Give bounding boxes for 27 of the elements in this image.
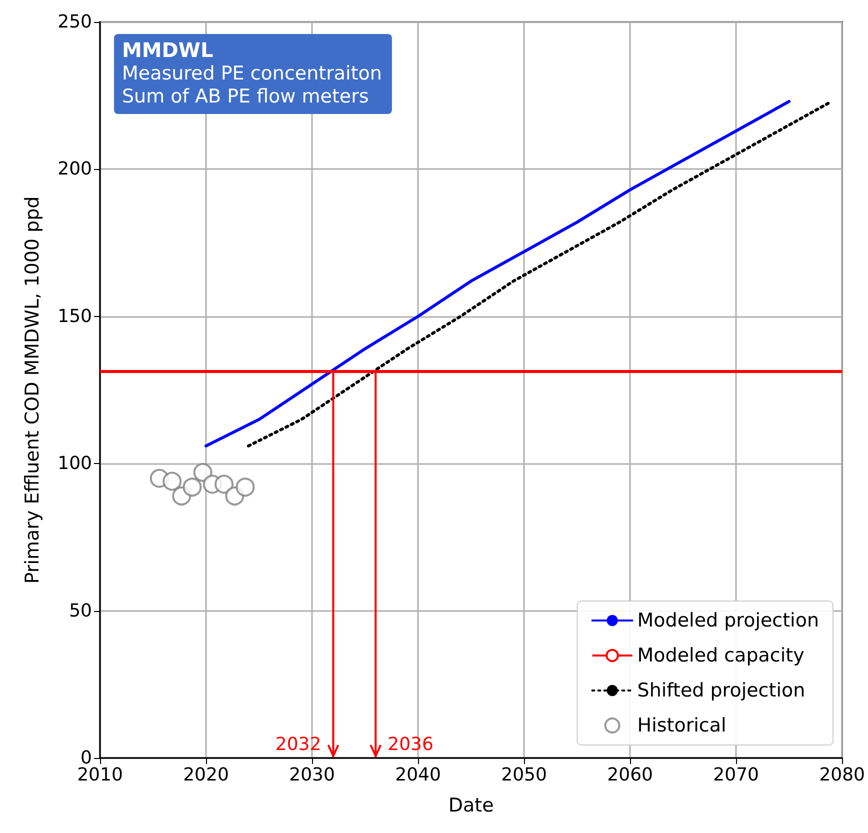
x-tick-label: 2070 [713,764,759,786]
x-tick-label: 2040 [395,764,441,786]
y-tick-label: 100 [58,453,92,474]
y-tick-label: 50 [69,600,92,622]
text: MMDWL [122,38,214,62]
x-tick-label: 2080 [819,764,865,786]
y-tick-label: 250 [58,12,92,32]
point [236,478,255,497]
legend-label: Modeled capacity [637,644,804,666]
x-axis-title: Date [448,794,494,816]
legend-label: Shifted projection [637,680,806,702]
point [182,478,202,497]
y-axis-title: Primary Effluent COD MMDWL, 1000 ppd [22,196,44,584]
legend-label: Modeled projection [637,610,820,632]
ref-line-label: 2036 [388,734,434,755]
x-tick-label: 2020 [183,764,229,786]
text: Measured PE concentraiton Sum of AB PE flow meters [122,62,382,108]
point [214,474,234,494]
legend-label: Historical [637,714,726,736]
y-tick-label: 200 [58,158,92,180]
y-tick-label: 150 [58,306,92,327]
ref-line-label: 2032 [275,734,322,755]
x-tick-label: 2060 [607,764,653,786]
x-tick-label: 2030 [289,764,335,786]
x-tick-label: 2050 [501,764,547,786]
point [193,462,212,482]
point [162,472,182,491]
